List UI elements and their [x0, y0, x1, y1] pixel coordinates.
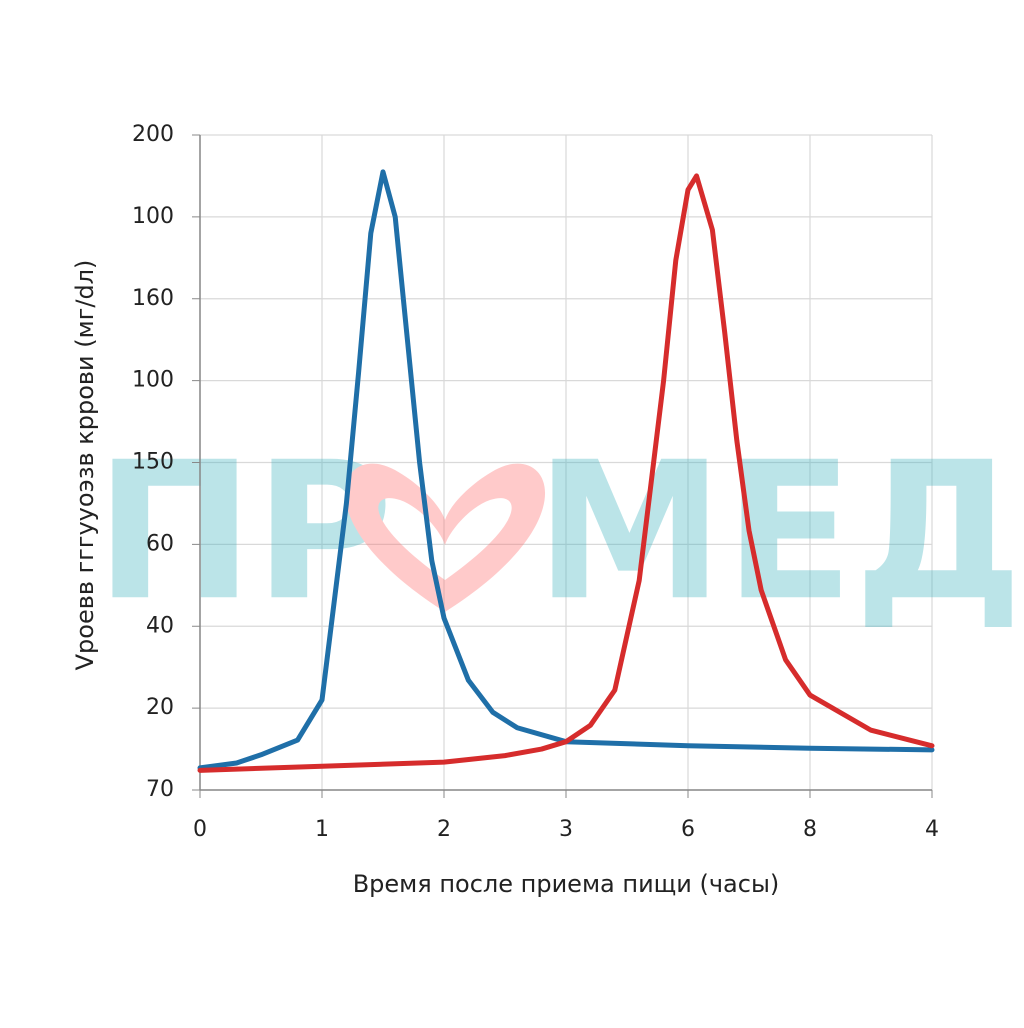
- watermark: ПР МЕД: [95, 421, 1023, 642]
- y-tick-label: 40: [146, 613, 174, 638]
- y-tick-label: 60: [146, 531, 174, 556]
- x-tick-label: 8: [803, 817, 817, 842]
- y-tick-label: 160: [132, 286, 174, 311]
- y-tick-label: 100: [132, 368, 174, 393]
- x-tick-label: 6: [681, 817, 695, 842]
- y-tick-label: 20: [146, 695, 174, 720]
- series-line: [197, 169, 935, 771]
- x-tick-label: 1: [315, 817, 329, 842]
- y-tick-label: 150: [132, 450, 174, 475]
- watermark-heart: [344, 463, 546, 612]
- x-tick-label: 4: [925, 817, 939, 842]
- x-tick-label: 2: [437, 817, 451, 842]
- series-line: [197, 173, 935, 773]
- watermark-text: МЕД: [535, 421, 1023, 642]
- y-axis-label: Vроевв гггyyоэзв кррови (мг/dл): [71, 260, 99, 671]
- y-tick-label: 70: [146, 777, 174, 802]
- x-axis-label: Время после приема пищи (часы): [353, 870, 780, 898]
- x-tick-label: 0: [193, 817, 207, 842]
- y-tick-label: 200: [132, 122, 174, 147]
- x-tick-label: 3: [559, 817, 573, 842]
- y-tick-label: 100: [132, 204, 174, 229]
